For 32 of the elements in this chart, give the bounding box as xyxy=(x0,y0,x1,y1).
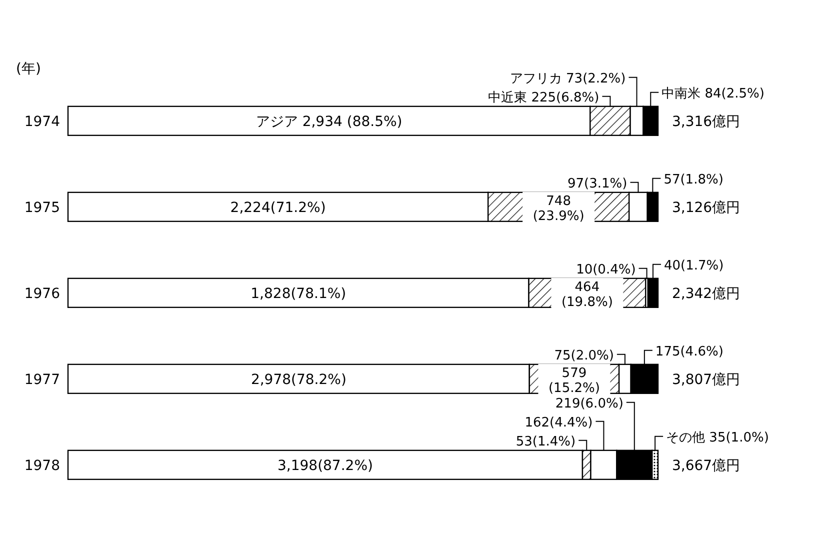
text: 3,126億円 xyxy=(672,200,740,216)
data-label: 464(19.8%) xyxy=(561,280,613,310)
data-label: 219(6.0%) xyxy=(555,396,624,412)
data-label: 3,198(87.2%) xyxy=(278,458,373,474)
y-tick-label: 1975 xyxy=(24,200,60,216)
y-tick-label: 1976 xyxy=(24,286,60,302)
text: 中近東 225(6.8%) xyxy=(488,90,600,106)
text: その他 35(1.0%) xyxy=(666,430,769,446)
data-label: 579(15.2%) xyxy=(548,366,600,396)
data-label: 97(3.1%) xyxy=(568,176,628,192)
data-label: 175(4.6%) xyxy=(655,344,724,360)
y-tick-label: 1977 xyxy=(24,372,60,388)
data-label: 2,978(78.2%) xyxy=(250,372,346,388)
data-label: 1,828(78.1%) xyxy=(250,286,346,302)
data-label: 10(0.4%) xyxy=(576,262,636,278)
text: 3,667億円 xyxy=(672,458,740,474)
y-tick-label: 1974 xyxy=(24,114,60,130)
text: 3,316億円 xyxy=(672,114,740,130)
data-label: 57(1.8%) xyxy=(664,172,724,188)
text: アフリカ 73(2.2%) xyxy=(510,71,626,86)
data-label: 2,224(71.2%) xyxy=(230,200,326,216)
text: 2,342億円 xyxy=(672,286,740,302)
y-axis-title: (年) xyxy=(16,60,41,78)
data-label: 40(1.7%) xyxy=(664,258,724,274)
text: 3,807億円 xyxy=(672,372,740,388)
data-label: 75(2.0%) xyxy=(554,348,614,364)
text: 中南米 84(2.5%) xyxy=(662,86,764,102)
data-label: 162(4.4%) xyxy=(524,415,593,430)
data-label: 53(1.4%) xyxy=(516,434,576,450)
y-tick-label: 1978 xyxy=(24,458,60,474)
data-label: 748(23.9%) xyxy=(532,194,584,224)
text: アジア 2,934 (88.5%) xyxy=(256,114,402,130)
